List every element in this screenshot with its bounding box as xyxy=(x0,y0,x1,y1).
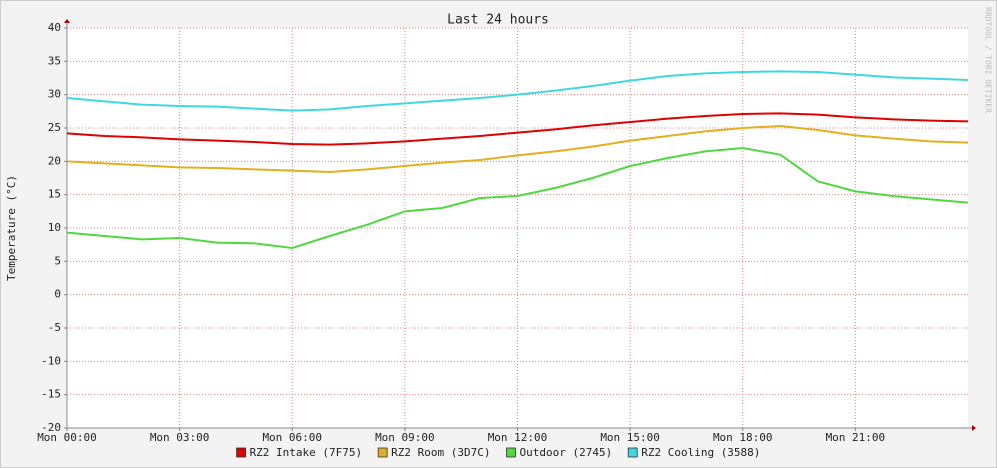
y-tick-label: 35 xyxy=(48,54,61,67)
x-tick-label: Mon 12:00 xyxy=(488,431,548,444)
legend-swatch xyxy=(377,447,388,458)
x-arrow xyxy=(972,425,976,431)
watermark: RRDTOOL / TOBI OETIKER xyxy=(984,7,993,113)
x-tick-label: Mon 03:00 xyxy=(150,431,210,444)
y-tick-label: -10 xyxy=(41,354,61,367)
series-line xyxy=(66,124,969,174)
x-tick-label: Mon 21:00 xyxy=(826,431,886,444)
x-tick-label: Mon 00:00 xyxy=(37,431,97,444)
y-tick-label: -20 xyxy=(41,421,61,434)
x-tick-label: Mon 15:00 xyxy=(600,431,660,444)
x-tick-label: Mon 18:00 xyxy=(713,431,773,444)
series-line xyxy=(66,112,969,146)
x-tick-label: Mon 09:00 xyxy=(375,431,435,444)
y-tick-label: -15 xyxy=(41,388,61,401)
series-line xyxy=(66,146,969,250)
y-arrow xyxy=(64,19,70,23)
y-tick-label: 30 xyxy=(48,88,61,101)
x-tick-label: Mon 06:00 xyxy=(262,431,322,444)
y-tick-label: -5 xyxy=(48,321,61,334)
legend-label: RZ2 Intake (7F75) xyxy=(250,446,363,459)
series-line xyxy=(66,70,969,112)
y-tick-label: 0 xyxy=(54,288,61,301)
legend-swatch xyxy=(627,447,638,458)
legend-label: RZ2 Room (3D7C) xyxy=(391,446,490,459)
y-tick-label: 10 xyxy=(48,221,61,234)
y-tick-label: 25 xyxy=(48,121,61,134)
legend-swatch xyxy=(236,447,246,458)
chart-title: Last 24 hours xyxy=(447,13,549,28)
legend-label: Outdoor (2745) xyxy=(520,446,613,459)
y-tick-label: 5 xyxy=(54,254,61,267)
y-tick-label: 40 xyxy=(48,21,61,34)
legend-swatch xyxy=(506,447,516,458)
y-tick-label: 20 xyxy=(48,154,61,167)
legend-label: RZ2 Cooling (3588) xyxy=(641,446,760,459)
y-tick-label: 15 xyxy=(48,188,61,201)
y-axis-label: Temperature (°C) xyxy=(5,175,18,281)
